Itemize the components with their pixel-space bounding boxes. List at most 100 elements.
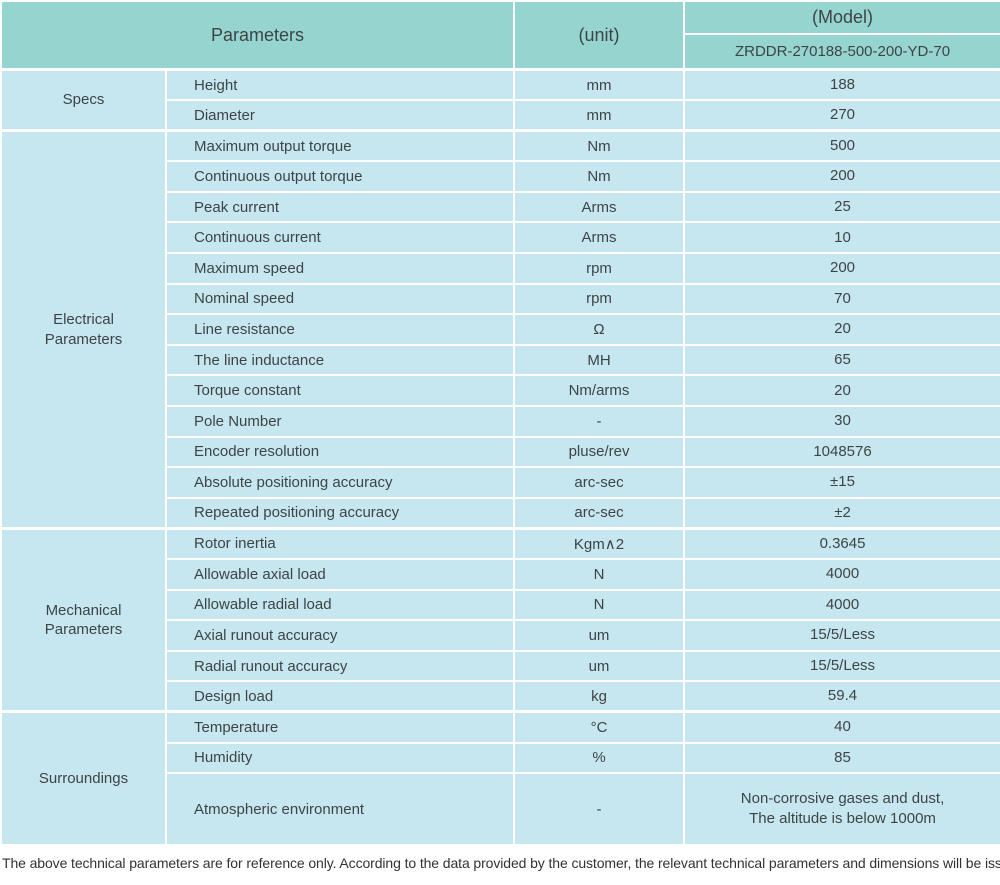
value-cell: 59.4 [683, 680, 1000, 713]
table-row: Allowable axial load N 4000 [1, 558, 1000, 591]
unit-cell: kg [513, 680, 686, 713]
value-cell: Non-corrosive gases and dust, The altitu… [683, 772, 1000, 847]
unit-cell: Ω [513, 313, 686, 346]
value-cell: 15/5/Less [683, 649, 1000, 683]
model-column-header: (Model) [683, 0, 1000, 35]
parameter-name: Maximum speed [164, 252, 516, 285]
value-cell: 270 [683, 99, 1000, 132]
parameters-table: Parameters (unit) (Model) ZRDDR-270188-5… [0, 0, 1000, 847]
parameter-name: Design load [164, 680, 516, 713]
value-cell: 15/5/Less [683, 619, 1000, 652]
table-row: Peak current Arms 25 [1, 190, 1000, 224]
parameter-name: Continuous current [164, 221, 516, 255]
value-cell: 10 [683, 221, 1000, 255]
table-row: Continuous current Arms 10 [1, 221, 1000, 255]
section-label: Surroundings [0, 710, 167, 847]
table-row: Pole Number -30 [1, 405, 1000, 438]
value-cell: 30 [683, 405, 1000, 438]
value-cell: 200 [683, 252, 1000, 285]
unit-cell: rpm [513, 252, 686, 285]
value-cell: 20 [683, 313, 1000, 346]
table-row: Design load kg 59.4 [1, 680, 1000, 713]
parameter-name: Rotor inertia [164, 526, 516, 560]
value-cell: ±15 [683, 466, 1000, 499]
unit-cell: arc-sec [513, 496, 686, 530]
parameter-name: Nominal speed [164, 282, 516, 316]
unit-cell: - [513, 405, 686, 438]
table-row: Encoder resolution pluse/rev 1048576 [1, 435, 1000, 469]
header-row-top: Parameters (unit) (Model) [0, 0, 1000, 71]
value-cell: 200 [683, 160, 1000, 193]
table-row: Continuous output torque Nm 200 [1, 160, 1000, 193]
parameter-name: Encoder resolution [164, 435, 516, 469]
unit-cell: Kgm∧2 [513, 526, 686, 560]
parameter-name: Absolute positioning accuracy [164, 466, 516, 499]
table-row: Humidity% 85 [1, 741, 1000, 775]
footer-note: The above technical parameters are for r… [2, 855, 1000, 872]
value-cell: ±2 [683, 496, 1000, 530]
header-row-model: ZRDDR-270188-500-200-YD-70 [1, 33, 1000, 71]
parameter-name: Radial runout accuracy [164, 649, 516, 683]
parameters-column-header: Parameters [0, 0, 516, 71]
table-row: Surroundings Temperature °C 40 [0, 710, 1000, 847]
parameter-name: Height [164, 68, 516, 102]
table-row: Maximum speed rpm 200 [1, 252, 1000, 285]
value-cell: 40 [683, 710, 1000, 744]
unit-cell: mm [513, 99, 686, 132]
unit-cell: °C [513, 710, 686, 744]
table-row: Mechanical Parameters Rotor inertia Kgm∧2 0… [0, 526, 1000, 713]
parameter-name: Line resistance [164, 313, 516, 346]
unit-cell: arc-sec [513, 466, 686, 499]
value-cell: 25 [683, 190, 1000, 224]
unit-cell: MH [513, 343, 686, 377]
value-cell: 20 [683, 374, 1000, 408]
table-row: Torque constant Nm/arms 20 [1, 374, 1000, 408]
value-cell: 85 [683, 741, 1000, 775]
value-cell: 188 [683, 68, 1000, 102]
value-cell: 500 [683, 129, 1000, 163]
table-header: Parameters (unit) (Model) ZRDDR-270188-5… [0, 0, 1000, 71]
unit-cell: N [513, 558, 686, 591]
section-label: Electrical Parameters [0, 129, 167, 530]
table-body: Specs Height mm 188 Diameter mm 270 Electrical … [0, 67, 1000, 847]
table-row: Absolute positioning accuracy arc-sec ±15 [1, 466, 1000, 499]
unit-cell: N [513, 588, 686, 622]
parameter-name: Temperature [164, 710, 516, 744]
parameter-name: Continuous output torque [164, 160, 516, 193]
unit-cell: Nm [513, 129, 686, 163]
parameter-name: Torque constant [164, 374, 516, 408]
value-cell: 1048576 [683, 435, 1000, 469]
parameter-name: The line inductance [164, 343, 516, 377]
value-cell: 70 [683, 282, 1000, 316]
unit-cell: um [513, 619, 686, 652]
parameter-name: Humidity [164, 741, 516, 775]
table-row: Atmospheric environment - Non-corrosive ga… [1, 772, 1000, 847]
parameter-name: Peak current [164, 190, 516, 224]
table-row: Diameter mm 270 [1, 99, 1000, 132]
table-row: Allowable radial load N 4000 [1, 588, 1000, 622]
table-row: Radial runout accuracy um 15/5/Less [1, 649, 1000, 683]
parameter-name: Allowable radial load [164, 588, 516, 622]
table-row: Line resistance Ω 20 [1, 313, 1000, 346]
table-row: Specs Height mm 188 [0, 67, 1000, 132]
unit-cell: - [513, 772, 686, 847]
unit-cell: pluse/rev [513, 435, 686, 469]
unit-column-header: (unit) [513, 0, 686, 71]
unit-cell: % [513, 741, 686, 775]
value-cell: 65 [683, 343, 1000, 377]
table-row: Electrical Parameters Maximum output torq… [0, 129, 1000, 530]
parameter-name: Repeated positioning accuracy [164, 496, 516, 530]
value-cell: 4000 [683, 558, 1000, 591]
unit-cell: um [513, 649, 686, 683]
table-row: Repeated positioning accuracy arc-sec ±2 [1, 496, 1000, 530]
parameter-name: Allowable axial load [164, 558, 516, 591]
parameter-name: Maximum output torque [164, 129, 516, 163]
table-row: Nominal speed rpm 70 [1, 282, 1000, 316]
section-label: Specs [0, 67, 167, 132]
unit-cell: Arms [513, 221, 686, 255]
unit-cell: mm [513, 68, 686, 102]
parameter-name: Axial runout accuracy [164, 619, 516, 652]
table-row: Axial runout accuracy um 15/5/Less [1, 619, 1000, 652]
table-row: The line inductance MH 65 [1, 343, 1000, 377]
unit-cell: rpm [513, 282, 686, 316]
